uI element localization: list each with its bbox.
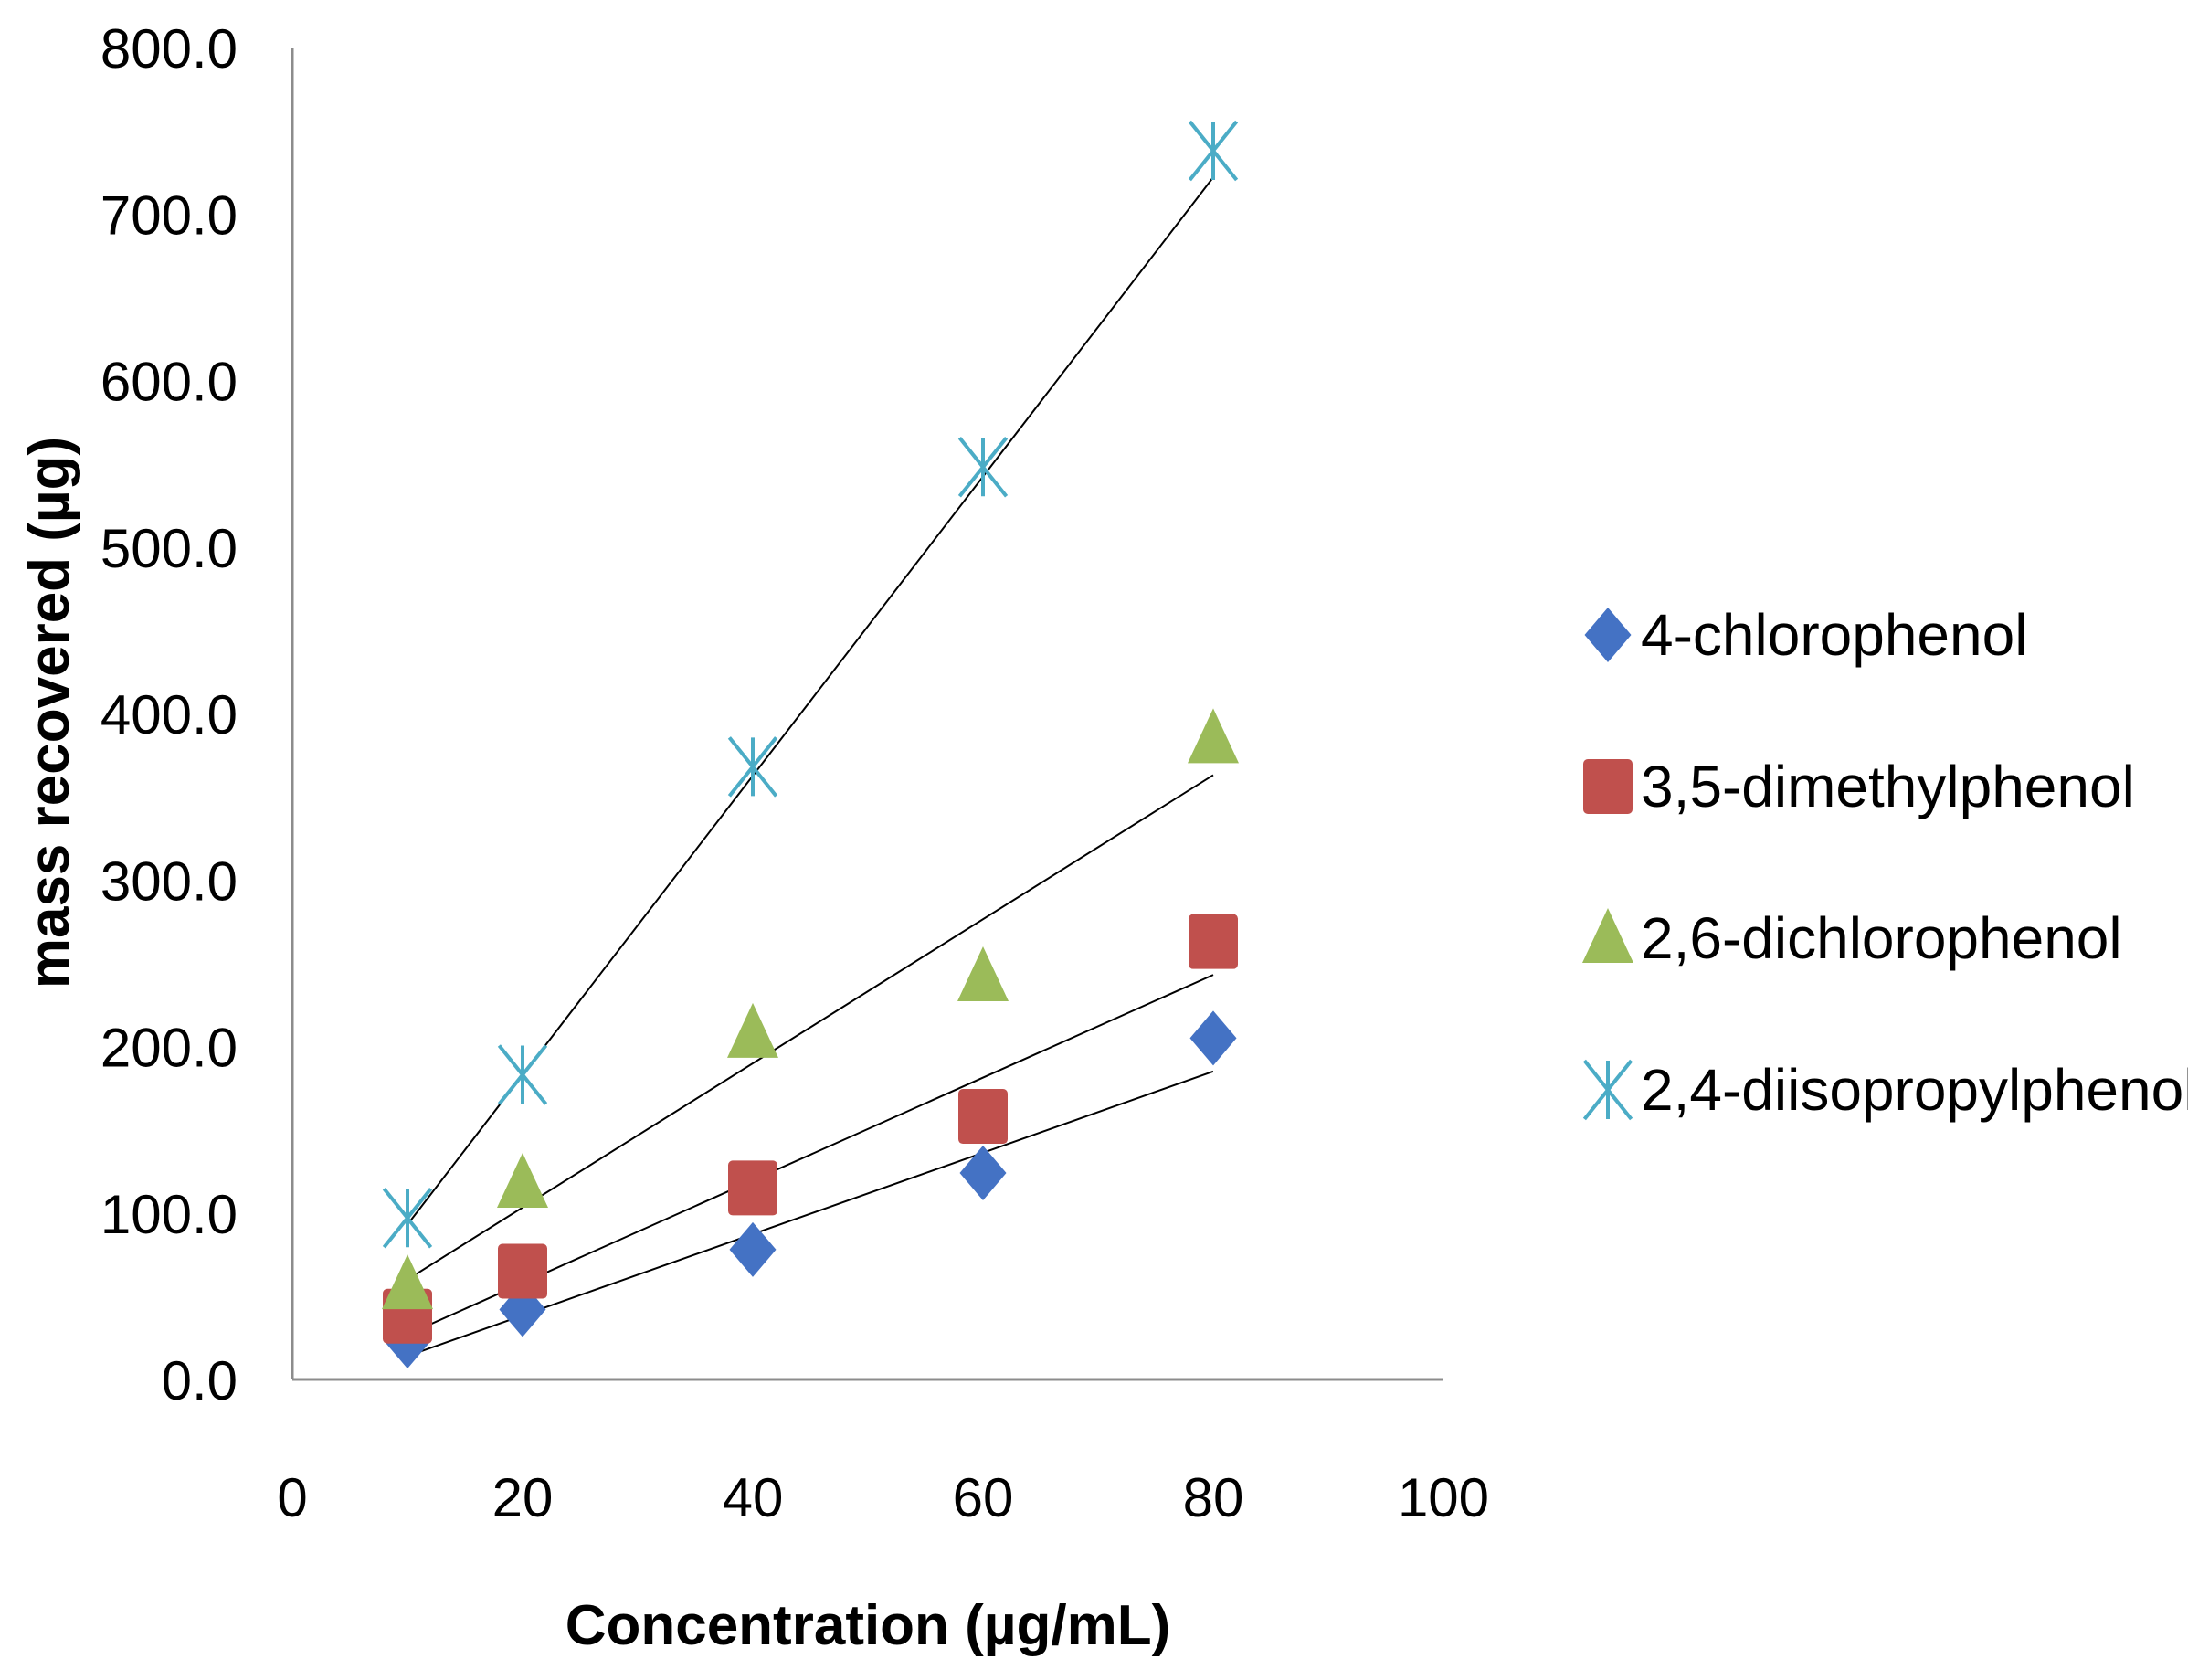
y-tick-labels: 0.0 100.0 200.0 300.0 400.0 500.0 600.0 700.0 80…	[100, 18, 238, 1411]
data-point	[728, 1160, 777, 1216]
legend-label: 4-chlorophenol	[1641, 602, 2027, 668]
legend-swatch	[1582, 908, 1633, 963]
data-point	[1188, 120, 1239, 182]
legend-swatch	[1584, 608, 1632, 662]
legend-label: 2,4-diisopropylphenol	[1641, 1057, 2188, 1123]
y-tick-label: 700.0	[100, 185, 238, 246]
x-axis-title: Concentration (µg/mL)	[565, 1594, 1171, 1657]
y-tick-label: 200.0	[100, 1018, 238, 1079]
y-tick-label: 800.0	[100, 18, 238, 79]
y-tick-label: 400.0	[100, 684, 238, 745]
data-points	[382, 120, 1239, 1369]
legend-label: 2,6-dichlorophenol	[1641, 905, 2122, 971]
y-tick-label: 0.0	[162, 1350, 238, 1411]
data-point	[727, 1002, 778, 1058]
data-point	[382, 1254, 433, 1310]
x-tick-label: 40	[723, 1467, 784, 1528]
y-axis-title: mass recovered (µg)	[18, 437, 81, 988]
x-tick-label: 20	[492, 1467, 554, 1528]
x-tick-label: 0	[277, 1467, 307, 1528]
data-point	[959, 1146, 1007, 1201]
data-point	[1189, 914, 1238, 969]
legend-swatch	[1582, 1059, 1633, 1121]
axes	[291, 48, 1443, 1381]
data-point	[497, 1152, 548, 1208]
data-point	[1189, 1010, 1237, 1066]
legend-item: 4-chlorophenol	[1584, 602, 2027, 668]
data-point	[958, 1089, 1008, 1145]
legend-item: 2,6-dichlorophenol	[1582, 905, 2122, 971]
legend-item: 3,5-dimethylphenol	[1583, 754, 2135, 819]
data-point	[729, 1221, 777, 1277]
x-tick-label: 80	[1183, 1467, 1244, 1528]
x-tick-label: 100	[1398, 1467, 1489, 1528]
legend-item: 2,4-diisopropylphenol	[1582, 1057, 2188, 1123]
data-point	[497, 1044, 548, 1105]
legend-swatch	[1583, 759, 1633, 814]
legend-label: 3,5-dimethylphenol	[1641, 754, 2135, 819]
data-point	[957, 437, 1009, 498]
y-tick-label: 600.0	[100, 352, 238, 413]
data-point	[727, 736, 778, 798]
data-point	[1188, 708, 1239, 764]
y-tick-label: 300.0	[100, 851, 238, 912]
data-point	[957, 946, 1009, 1001]
y-tick-label: 100.0	[100, 1184, 238, 1245]
y-tick-label: 500.0	[100, 518, 238, 579]
x-tick-label: 60	[953, 1467, 1014, 1528]
x-tick-labels: 0 20 40 60 80 100	[277, 1467, 1489, 1528]
legend: 4-chlorophenol 3,5-dimethylphenol 2,6-dich…	[1582, 602, 2188, 1123]
data-point	[498, 1243, 547, 1299]
data-point	[382, 1187, 433, 1249]
